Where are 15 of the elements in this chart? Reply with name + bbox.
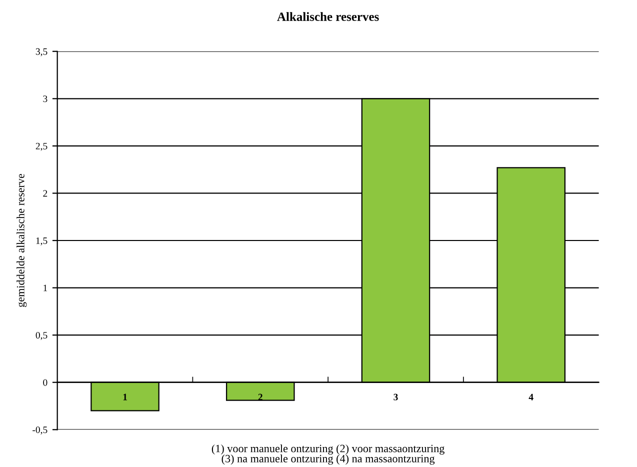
x-tick-label: 4 xyxy=(528,394,534,400)
y-tick-label: -0,5 xyxy=(32,426,48,435)
y-tick-label: 0 xyxy=(43,379,48,386)
x-axis-title: (1) voor manuele ontzuring (2) voor massaontzuring (3) na manuele ontzuring (4) na massaontzuring xyxy=(212,444,444,465)
y-tick-label: 1 xyxy=(44,284,48,292)
y-tick-label: 1,5 xyxy=(36,237,48,246)
y-tick-label: 2 xyxy=(43,190,48,197)
x-tick-label: 1 xyxy=(123,394,127,400)
y-axis-title: gemiddelde alkalische reserve xyxy=(16,174,27,307)
y-tick-label: 3,5 xyxy=(36,48,48,56)
y-tick-label: 3 xyxy=(43,96,48,102)
y-tick-label: 2,5 xyxy=(36,142,48,151)
x-tick-label: 3 xyxy=(394,394,398,400)
y-tick-label: 0,5 xyxy=(36,332,48,340)
chart-title: Alkalische reserves xyxy=(277,12,379,21)
